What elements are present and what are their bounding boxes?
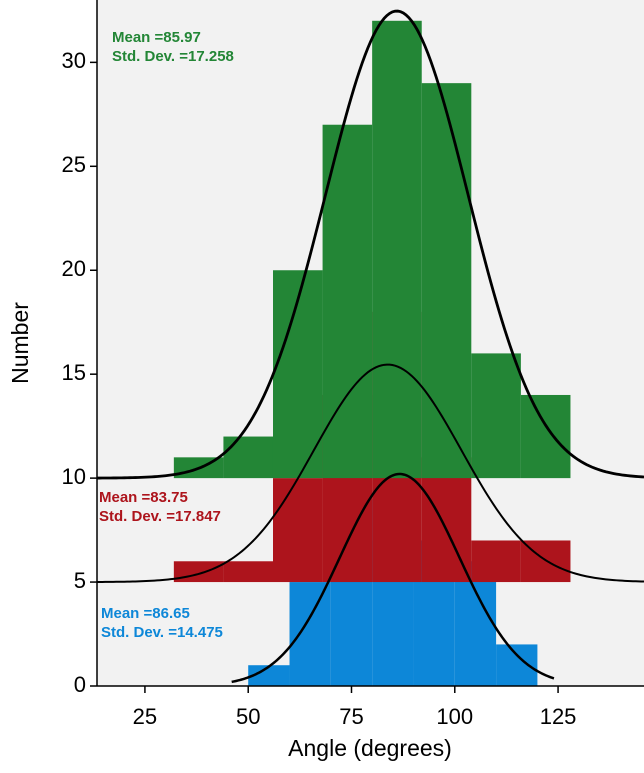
- sd-text: Std. Dev. =17.258: [112, 48, 234, 65]
- bar: [471, 540, 521, 583]
- bar: [471, 353, 521, 479]
- x-tick-label: 100: [436, 704, 473, 729]
- normal-curve: [96, 363, 644, 583]
- x-tick-label: 125: [540, 704, 577, 729]
- mean-label: Mean =: [99, 489, 151, 506]
- mean-text: Mean =86.65: [101, 605, 190, 622]
- normal-curve: [96, 9, 644, 480]
- y-tick-label: 30: [62, 48, 86, 73]
- y-tick-label: 5: [74, 568, 86, 593]
- sd-value: 17.847: [175, 508, 221, 525]
- bar: [223, 561, 273, 583]
- bar: [248, 665, 290, 686]
- mean-label: Mean =: [101, 605, 153, 622]
- y-tick-label: 0: [74, 672, 86, 697]
- sd-value: 17.258: [188, 48, 234, 65]
- sd-label: Std. Dev. =: [112, 48, 188, 65]
- sd-label: Std. Dev. =: [99, 508, 175, 525]
- x-tick-label: 25: [133, 704, 157, 729]
- sd-label: Std. Dev. =: [101, 624, 177, 641]
- y-tick-label: 10: [62, 464, 86, 489]
- x-axis-title: Angle (degrees): [288, 735, 452, 761]
- y-tick-label: 20: [62, 256, 86, 281]
- x-tick-label: 50: [236, 704, 260, 729]
- bar: [272, 478, 323, 583]
- sd-value: 14.475: [177, 624, 223, 641]
- mean-value: 85.97: [163, 29, 201, 46]
- bar: [421, 83, 472, 479]
- mean-label: Mean =: [112, 29, 164, 46]
- sd-text: Std. Dev. =14.475: [101, 624, 223, 641]
- mean-text: Mean =83.75: [99, 489, 188, 506]
- mean-value: 83.75: [150, 489, 188, 506]
- mean-text: Mean =85.97: [112, 29, 201, 46]
- bar: [289, 582, 331, 686]
- y-tick-label: 25: [62, 152, 86, 177]
- bar: [223, 436, 273, 479]
- bar: [520, 394, 571, 479]
- normal-curve: [231, 472, 555, 684]
- sd-text: Std. Dev. =17.847: [99, 508, 221, 525]
- y-axis-title: Number: [7, 302, 33, 384]
- bar: [496, 644, 538, 686]
- x-tick-label: 75: [339, 704, 363, 729]
- y-tick-label: 15: [62, 360, 86, 385]
- mean-value: 86.65: [152, 605, 190, 622]
- bar: [173, 561, 224, 583]
- bar: [372, 20, 422, 479]
